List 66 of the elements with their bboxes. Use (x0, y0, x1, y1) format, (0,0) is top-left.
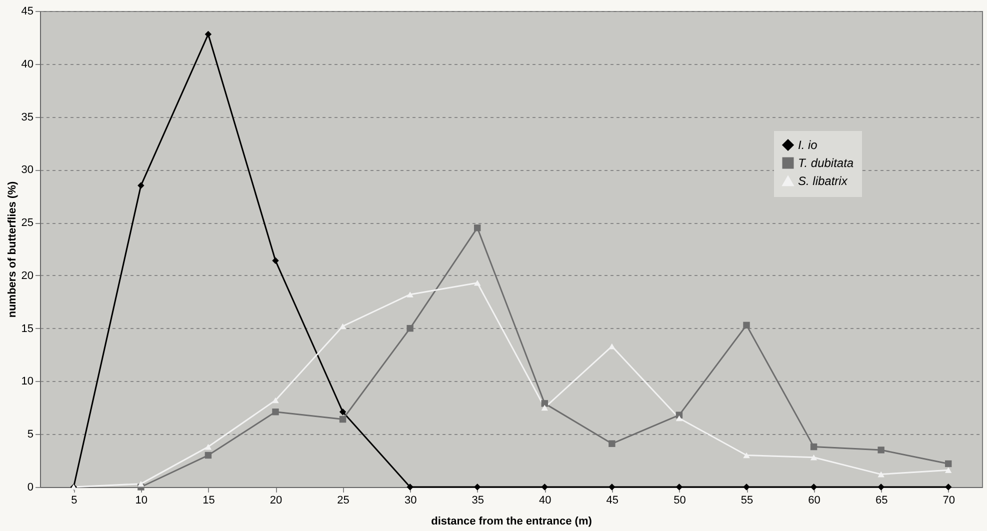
point (272, 408, 279, 416)
point (608, 440, 616, 447)
x-tick-label: 10 (135, 494, 148, 506)
point (204, 444, 212, 450)
point (676, 484, 683, 490)
point (541, 404, 548, 411)
point (406, 484, 414, 490)
x-tick-label: 70 (942, 494, 955, 506)
x-tick-label: 25 (337, 494, 350, 506)
point (474, 484, 481, 490)
x-tick-label: 5 (71, 494, 78, 506)
point (878, 484, 884, 490)
point (945, 484, 952, 490)
point (743, 452, 750, 458)
y-tick-label: 35 (21, 111, 34, 124)
point (608, 484, 616, 490)
y-tick-label: 0 (27, 482, 34, 494)
point (339, 408, 346, 416)
point (945, 467, 952, 473)
point (810, 443, 818, 450)
x-tick-label: 60 (808, 494, 820, 506)
point (743, 322, 750, 329)
y-tick-label: 25 (21, 217, 34, 230)
y-tick-label: 45 (21, 6, 34, 18)
x-tick-label: 65 (875, 494, 888, 506)
y-tick-label: 5 (27, 428, 34, 441)
x-tick-label: 50 (674, 494, 686, 506)
legend-label: S. libatrix (798, 174, 848, 188)
point (339, 416, 346, 423)
point (339, 323, 346, 330)
x-tick-label: 35 (472, 494, 484, 506)
point (272, 257, 279, 264)
point (541, 400, 548, 407)
x-axis-title: distance from the entrance (m) (431, 516, 592, 528)
x-tick-label: 15 (202, 494, 215, 506)
y-tick-label: 15 (21, 322, 34, 335)
y-tick-label: 30 (21, 164, 34, 176)
x-tick-label: 40 (539, 494, 552, 506)
point (810, 484, 818, 490)
y-tick-label: 10 (21, 376, 34, 388)
point (204, 452, 212, 459)
point (743, 484, 750, 490)
point (878, 446, 884, 454)
x-tick-label: 45 (606, 494, 619, 506)
y-axis-title: numbers of butterflies (%) (6, 181, 18, 318)
point (138, 480, 144, 487)
point (608, 343, 616, 350)
x-tick-label: 30 (404, 494, 417, 506)
point (676, 415, 683, 422)
point (945, 460, 952, 468)
legend-label: I. io (798, 138, 818, 152)
point (474, 280, 481, 286)
x-tick-label: 55 (740, 494, 754, 506)
point (204, 30, 212, 38)
y-tick-label: 20 (21, 270, 34, 282)
point (474, 224, 481, 232)
point (878, 471, 884, 478)
point (541, 484, 548, 490)
point (810, 454, 818, 460)
y-tick-label: 40 (21, 58, 34, 70)
point (138, 182, 144, 189)
legend-label: T. dubitata (798, 156, 854, 170)
point (406, 324, 414, 332)
point (406, 292, 414, 298)
point (272, 397, 279, 404)
x-tick-label: 20 (270, 494, 282, 506)
